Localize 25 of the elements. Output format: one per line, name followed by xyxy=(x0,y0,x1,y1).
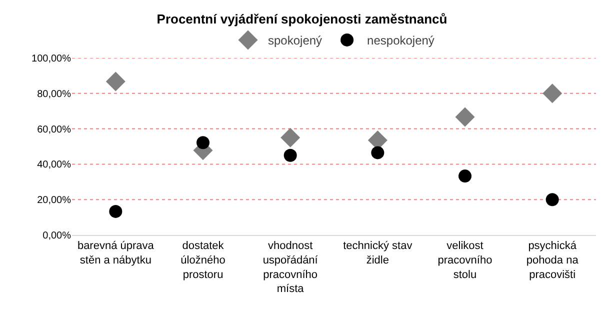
x-tick-label: psychická pohoda na pracovišti xyxy=(526,240,580,281)
point xyxy=(371,146,384,160)
point xyxy=(542,84,562,104)
x-tick-label: velikost pracovního stolu xyxy=(438,240,492,281)
x-tick-label: vhodnost uspořádání pracovního místa xyxy=(262,240,319,296)
y-tick-label: 100,00% xyxy=(32,54,72,64)
point xyxy=(284,148,297,162)
point xyxy=(455,107,475,127)
x-tick-label: technický stav židle xyxy=(343,240,413,266)
y-tick-label: 0,00% xyxy=(42,230,72,242)
legend-label: nespokojený xyxy=(367,34,434,48)
point xyxy=(196,136,210,150)
y-tick-label: 20,00% xyxy=(37,195,72,206)
point xyxy=(109,204,122,218)
y-tick-label: 40,00% xyxy=(37,160,72,171)
y-tick-label: 60,00% xyxy=(37,124,72,136)
point xyxy=(458,170,472,183)
point xyxy=(106,72,126,92)
x-tick-label: barevná úprava stěn a nábytku xyxy=(77,240,155,266)
legend-label: spokojený xyxy=(268,34,322,48)
y-tick-label: 80,00% xyxy=(37,88,72,100)
x-tick-label: dostatek úložného prostoru xyxy=(180,240,226,281)
point xyxy=(280,128,300,148)
chart-title: Procentní vyjádření spokojenosti zaměstnanců xyxy=(156,12,448,27)
point xyxy=(546,193,559,206)
